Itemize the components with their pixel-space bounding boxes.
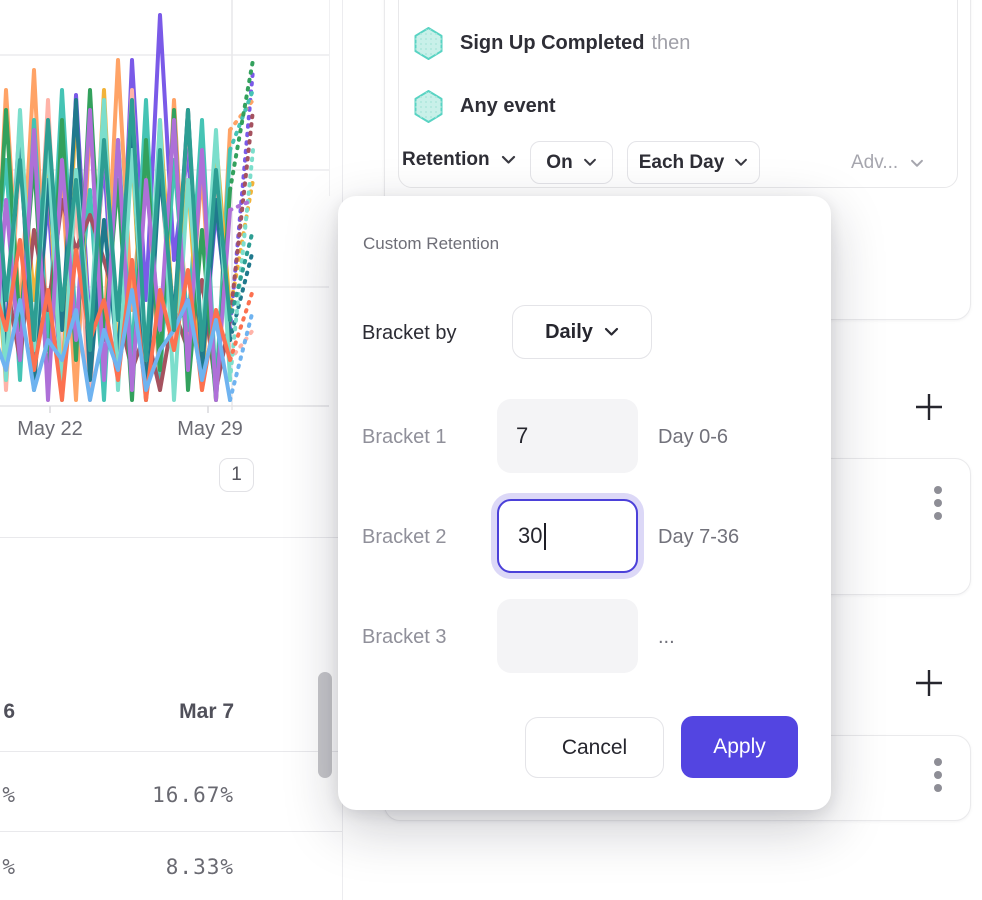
bracket-1-value: 7: [516, 423, 529, 448]
table-header-mar7: Mar 7: [179, 700, 234, 723]
table-cell-value: 8.33%: [165, 855, 234, 879]
table-cell-value: 16.67%: [152, 783, 234, 807]
on-dropdown-label: On: [546, 151, 573, 173]
bracket-by-select[interactable]: Daily: [512, 305, 652, 359]
event-step-label: Any event: [460, 95, 556, 117]
on-dropdown[interactable]: On: [530, 141, 613, 184]
retention-dropdown[interactable]: Retention: [402, 149, 516, 171]
event-step-1[interactable]: Sign Up Completed then: [414, 27, 690, 60]
bracket-by-label: Bracket by: [362, 322, 457, 344]
bracket-1-label: Bracket 1: [362, 426, 447, 448]
modal-title: Custom Retention: [363, 234, 500, 253]
add-report-button[interactable]: [912, 390, 946, 424]
event-step-2[interactable]: Any event: [414, 90, 556, 123]
table-row-divider: [0, 831, 342, 832]
apply-button[interactable]: Apply: [681, 716, 798, 778]
chevron-down-icon: [583, 158, 596, 166]
kebab-menu-icon[interactable]: [932, 484, 944, 526]
chevron-down-icon: [735, 158, 748, 166]
plus-icon: [916, 394, 942, 420]
event-step-label: Sign Up Completed: [460, 32, 645, 54]
bracket-1-input[interactable]: 7: [497, 399, 638, 473]
each-day-dropdown-label: Each Day: [638, 151, 725, 173]
x-axis-label-may29: May 29: [177, 418, 243, 440]
bracket-2-value: 30: [518, 523, 543, 548]
table-header-partial: 6: [3, 700, 15, 723]
section-divider: [0, 537, 342, 538]
x-axis-label-may22: May 22: [17, 418, 83, 440]
bracket-3-label: Bracket 3: [362, 626, 447, 648]
scrollbar-thumb[interactable]: [318, 672, 332, 778]
chart-card-edge: [329, 0, 330, 196]
bracket-1-hint: Day 0-6: [658, 426, 729, 448]
chevron-down-icon: [911, 159, 924, 167]
add-report-button-2[interactable]: [912, 666, 946, 700]
table-header-underline: [0, 751, 342, 752]
chevron-down-icon: [604, 327, 619, 336]
chevron-down-icon: [501, 155, 515, 164]
pagination-button[interactable]: 1: [219, 458, 254, 492]
chart-series-group: [0, 13, 255, 402]
hexagon-event-icon: [414, 27, 443, 60]
bracket-3-hint: ...: [658, 626, 675, 648]
advanced-dropdown-label: Adv...: [851, 152, 899, 173]
table-cell-partial: %: [2, 783, 16, 807]
retention-dropdown-label: Retention: [402, 149, 490, 170]
bracket-2-input[interactable]: 30: [497, 499, 638, 573]
advanced-dropdown[interactable]: Adv...: [851, 152, 924, 174]
kebab-menu-icon[interactable]: [932, 756, 944, 798]
bracket-2-label: Bracket 2: [362, 526, 447, 548]
each-day-dropdown[interactable]: Each Day: [627, 141, 760, 184]
left-panel: May 22 May 29 1 6 Mar 7 % 16.67% % 8.33%: [0, 0, 342, 900]
cancel-button[interactable]: Cancel: [525, 717, 664, 778]
table-cell-partial: %: [2, 855, 16, 879]
bracket-by-value: Daily: [545, 320, 593, 343]
bracket-3-input[interactable]: [497, 599, 638, 673]
bracket-2-hint: Day 7-36: [658, 526, 740, 548]
retention-line-chart: [0, 0, 329, 413]
event-step-suffix: then: [651, 32, 691, 54]
hexagon-event-icon: [414, 90, 443, 123]
text-cursor: [544, 522, 547, 550]
custom-retention-modal: Custom Retention Bracket by Daily Bracke…: [338, 196, 831, 810]
plus-icon: [916, 670, 942, 696]
